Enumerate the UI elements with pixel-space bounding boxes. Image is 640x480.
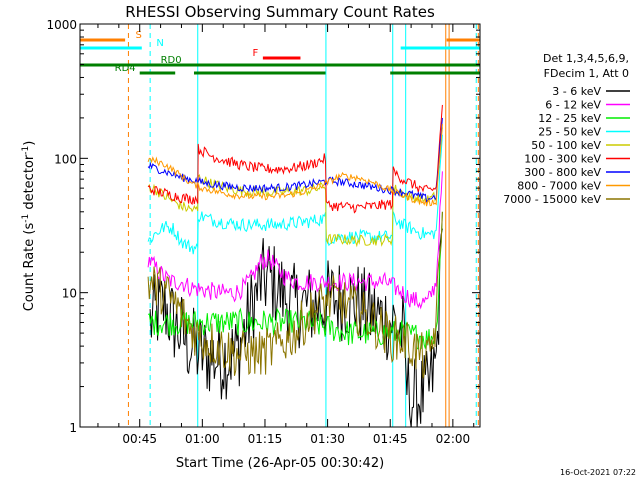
- timestamp: 16-Oct-2021 07:22: [560, 468, 636, 477]
- legend-header-line-2: FDecim 1, Att 0: [544, 67, 629, 80]
- y-tick-label-1: 1: [69, 421, 77, 435]
- legend-label-7000-15000-kev: 7000 - 15000 keV: [503, 193, 601, 206]
- flag-bars: S N F RD0 RD4: [80, 30, 480, 75]
- legend-label-3-6-kev: 3 - 6 keV: [552, 85, 601, 98]
- plot-frame: [79, 23, 481, 428]
- legend-label-100-300-kev: 100 - 300 keV: [524, 153, 601, 166]
- y-tick-label-10: 10: [62, 287, 77, 301]
- legend-label-800-7000-kev: 800 - 7000 keV: [517, 180, 601, 193]
- legend-label-6-12-kev: 6 - 12 keV: [545, 99, 601, 112]
- chart-title: RHESSI Observing Summary Count Rates: [125, 3, 435, 21]
- y-tick-label-100: 100: [54, 152, 77, 166]
- series-800-7000-kev: [147, 123, 443, 207]
- flag-s-label: S: [136, 30, 142, 41]
- x-tick-label-02-00: 02:00: [436, 432, 471, 446]
- legend-label-25-50-kev: 25 - 50 keV: [538, 126, 601, 139]
- y-axis-label: Count Rate (s-1 detector-1): [21, 141, 37, 312]
- series-6-12-kev: [147, 171, 443, 310]
- axes: 00:45 01:00 01:15 01:30 01:45 02:00 1 10 100 1000: [46, 18, 480, 446]
- series-100-300-kev: [147, 104, 443, 214]
- flag-f-label: F: [252, 48, 258, 59]
- x-axis-label: Start Time (26-Apr-05 00:30:42): [176, 456, 384, 471]
- x-tick-label-01-15: 01:15: [248, 432, 283, 446]
- legend-label-50-100-kev: 50 - 100 keV: [531, 139, 601, 152]
- series-50-100-kev: [147, 127, 443, 248]
- x-tick-label-01-00: 01:00: [185, 432, 220, 446]
- series-7000-15000-kev: [147, 211, 443, 379]
- legend-label-300-800-kev: 300 - 800 keV: [524, 166, 601, 179]
- series-12-25-kev: [147, 211, 443, 350]
- series-layer: [147, 104, 443, 427]
- x-tick-label-01-30: 01:30: [310, 432, 345, 446]
- x-tick-label-01-45: 01:45: [373, 432, 408, 446]
- flag-rd4-label: RD4: [115, 63, 136, 74]
- series-3-6-kev: [149, 228, 443, 427]
- legend-label-12-25-kev: 12 - 25 keV: [538, 112, 601, 125]
- x-tick-label-00-45: 00:45: [122, 432, 157, 446]
- legend: Det 1,3,4,5,6,9, FDecim 1, Att 0 3 - 6 k…: [503, 52, 630, 206]
- flag-n-label: N: [156, 38, 163, 49]
- legend-header-line-1: Det 1,3,4,5,6,9,: [543, 52, 629, 65]
- y-tick-label-1000: 1000: [46, 18, 77, 32]
- flag-rd0-label: RD0: [161, 55, 182, 66]
